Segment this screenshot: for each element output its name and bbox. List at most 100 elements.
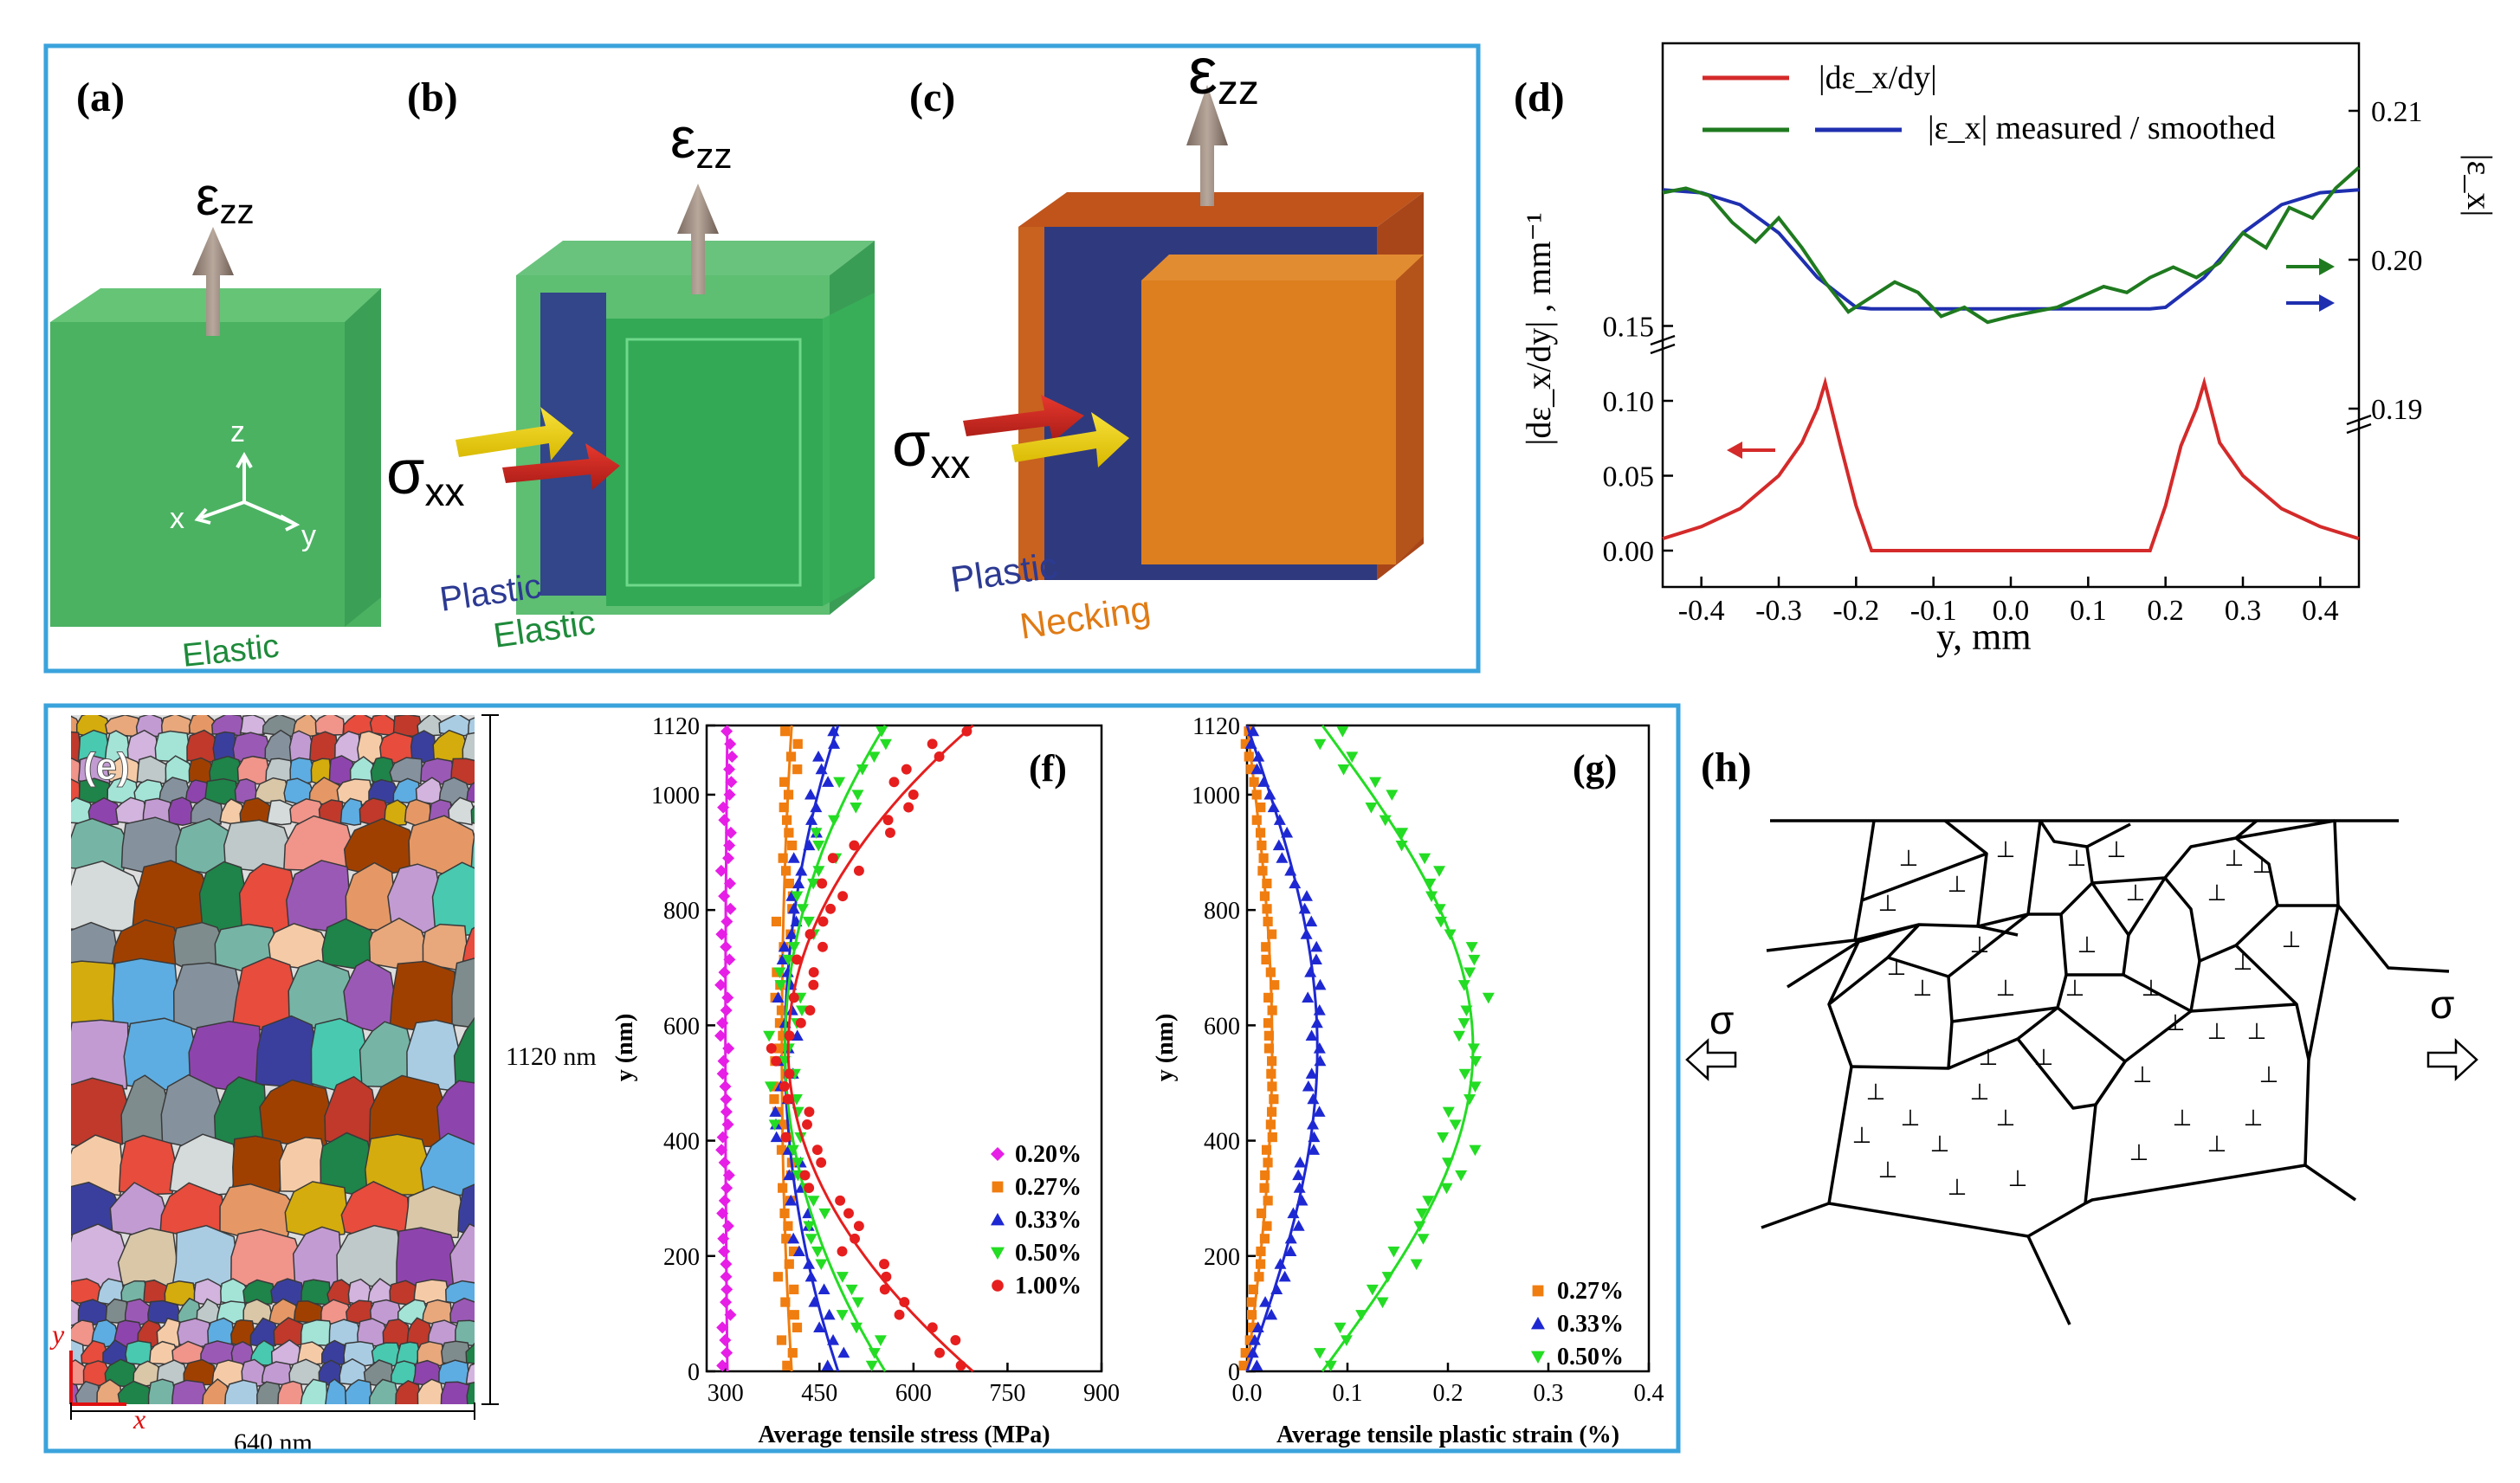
chart-g-point	[1468, 954, 1481, 966]
chart-f-point	[722, 852, 735, 865]
xtick-label: 0.1	[1333, 1380, 1363, 1407]
grain	[389, 960, 458, 1032]
chart-f-point	[811, 1246, 824, 1258]
chart-g-point	[1267, 801, 1280, 813]
panel-d-chart: -0.4 -0.3 -0.2 -0.1 0.0 0.1 0.2 0.3 0.4 0.00 0.05…	[1519, 42, 2499, 658]
chart-g-point	[1267, 1005, 1277, 1016]
chart-f-point	[827, 853, 838, 864]
grain-boundaries	[1761, 819, 2450, 1325]
chart-f-point	[950, 1335, 961, 1345]
chart-g-legend-marker	[1531, 1351, 1545, 1364]
chart-g-point	[1267, 1081, 1277, 1092]
grain	[96, 1378, 122, 1404]
chart-g-point	[1340, 1335, 1353, 1347]
chart-g-point	[1257, 866, 1268, 876]
xtick-label: 750	[989, 1380, 1025, 1407]
chart-g-point	[1250, 1359, 1263, 1370]
chart-f-point	[791, 891, 804, 903]
chart-f-point	[785, 751, 797, 762]
chart-f-point	[792, 1157, 804, 1169]
chart-f-point	[803, 1221, 816, 1233]
chart-f-point	[720, 1258, 733, 1271]
grain	[417, 1378, 444, 1404]
grain	[404, 1185, 463, 1239]
chart-f-point	[827, 725, 840, 737]
chart-f-point	[776, 953, 789, 965]
ytick-label: 800	[1204, 898, 1240, 925]
chart-g-point	[1247, 725, 1260, 737]
grain	[440, 1381, 473, 1404]
dislocation-symbol: ⊥	[2067, 845, 2087, 871]
chart-f-point	[769, 1081, 779, 1092]
stress-arrow-yellow-b	[456, 407, 573, 461]
ytick-label: 1000	[1192, 783, 1240, 809]
chart-f-fit-050	[783, 725, 887, 1372]
dislocation-symbols: ⊥⊥⊥⊥ ⊥ ⊥⊥ ⊥⊥ ⊥⊥⊥⊥⊥⊥⊥⊥⊥ ⊥⊥ ⊥ ⊥⊥⊥⊥⊥⊥⊥⊥⊥⊥⊥⊥⊥⊥ ⊥⊥⊥⊥	[1852, 836, 2302, 1200]
chart-g-point	[1257, 776, 1270, 787]
chart-f-point	[901, 764, 912, 775]
chart-g-xlabel: Average tensile plastic strain (%)	[1276, 1422, 1619, 1448]
chart-f-point	[815, 1259, 828, 1271]
grain	[470, 804, 475, 824]
chart-g-point	[1281, 826, 1294, 838]
chart-g-point	[1314, 1348, 1327, 1359]
dislocation-symbol: ⊥	[1878, 890, 1898, 916]
chart-f-point	[804, 1005, 816, 1016]
cube-a-front	[50, 322, 381, 627]
chart-f-point	[768, 1119, 781, 1131]
chart-f-point	[853, 865, 864, 876]
dislocation-symbol: ⊥	[1996, 1105, 2016, 1131]
panel-b: εzz σxx Plastic Elastic	[386, 106, 875, 655]
chart-f-point	[784, 1259, 794, 1269]
chart-g-point	[1302, 1080, 1315, 1092]
chart-f-point	[714, 978, 727, 991]
chart-f-legend-label: 0.20%	[1015, 1141, 1082, 1168]
chart-f-point	[716, 1359, 729, 1372]
chart-g-point	[1259, 1296, 1272, 1307]
grain	[289, 757, 316, 785]
axis-break-marks	[1650, 334, 2372, 435]
chart-g-point	[1263, 1196, 1273, 1206]
grain	[118, 1134, 178, 1196]
chart-f-point	[778, 1030, 788, 1041]
chart-d-xtick-label: 0.1	[2070, 595, 2107, 627]
chart-f-point	[779, 802, 789, 813]
dislocation-symbol: ⊥	[1948, 1174, 1968, 1200]
chart-f-point	[792, 764, 803, 775]
chart-f-point	[763, 1030, 776, 1042]
chart-g-point	[1302, 991, 1315, 1003]
chart-f-point	[779, 1208, 790, 1219]
grain	[453, 1016, 475, 1093]
strain-arrow-c	[1186, 85, 1228, 206]
grain-map	[71, 715, 475, 1404]
chart-g-point	[1263, 1043, 1275, 1054]
chart-g-point	[1254, 1272, 1264, 1282]
ytick-label: 1120	[652, 713, 700, 740]
chart-f-point	[787, 902, 800, 914]
chart-d-xtick-label: -0.3	[1755, 595, 1802, 627]
ytick-label: 0	[1228, 1359, 1240, 1386]
chart-d-xtick-label: 0.0	[1993, 595, 2030, 627]
grain	[368, 1378, 398, 1404]
chart-f-point	[778, 1119, 788, 1130]
chart-f-point	[779, 777, 790, 787]
grain	[310, 1017, 369, 1092]
dislocation-symbol: ⊥	[1930, 1131, 1950, 1157]
chart-g-point	[1263, 916, 1273, 927]
chart-f-point	[934, 1347, 946, 1358]
chart-f-point	[717, 1054, 730, 1067]
chart-f-point	[720, 1106, 733, 1119]
panel-label-e: (e)	[83, 745, 130, 788]
stress-label-right-h: σ	[2430, 982, 2454, 1027]
chart-g-point	[1284, 1245, 1297, 1257]
chart-f-point	[715, 1144, 728, 1157]
chart-f-legend-marker	[991, 1147, 1005, 1161]
cube-a-side	[345, 288, 381, 627]
grain	[224, 1379, 259, 1404]
chart-g-ylabel: y (nm)	[1152, 1014, 1179, 1082]
chart-f-point	[799, 1170, 811, 1181]
chart-g-point	[1452, 1030, 1465, 1042]
chart-g-point	[1284, 864, 1297, 876]
chart-g-point	[1244, 738, 1257, 749]
chart-f-legend-marker	[992, 1280, 1004, 1292]
